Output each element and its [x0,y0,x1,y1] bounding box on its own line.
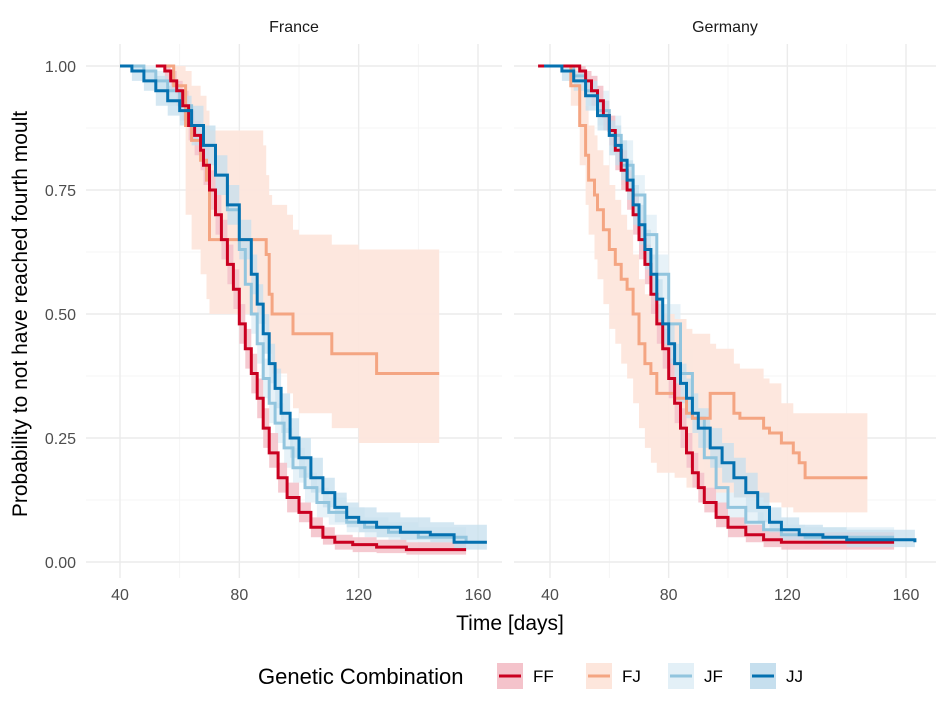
y-tick-label: 0.50 [45,307,76,324]
legend-label: FF [533,667,554,686]
survival-line-ff [538,64,895,544]
confidence-band-fj [561,66,868,513]
survival-line-jf [538,64,895,539]
y-tick-label: 0.75 [45,183,76,200]
x-tick-label: 40 [541,587,559,604]
legend-label: JJ [786,667,803,686]
x-tick-label: 160 [465,587,492,604]
legend-item-ff: FF [497,663,554,689]
legend-label: JF [704,667,723,686]
confidence-band-jj [544,66,915,548]
legend-title: Genetic Combination [258,664,463,689]
x-tick-label: 80 [230,587,248,604]
x-tick-label: 120 [345,587,372,604]
y-tick-label: 0.25 [45,431,76,448]
confidence-band-jj [120,66,487,550]
x-tick-label: 160 [893,587,920,604]
panel-germany: Germany 40 80 120 160 [514,19,936,604]
legend-item-jj: JJ [750,663,803,689]
panel-france: France 40 80 120 160 0.00 0.25 0.50 0.75 1.00 [45,19,502,604]
x-tick-label: 80 [660,587,678,604]
y-tick-label: 1.00 [45,59,76,76]
confidence-band-fj [164,66,440,443]
legend-item-jf: JF [668,663,723,689]
x-axis-title: Time [days] [456,612,564,635]
y-axis-title: Probability to not have reached fourth m… [9,111,32,517]
survival-line-jj [544,64,917,543]
legend-label: FJ [622,667,641,686]
panel-title: France [269,19,319,36]
x-tick-label: 120 [774,587,801,604]
survival-line-fj [561,64,868,480]
x-tick-label: 40 [111,587,129,604]
legend: Genetic Combination FF FJ JF JJ [258,663,803,689]
survival-line-ff [155,64,467,552]
survival-line-jj [120,64,487,544]
legend-item-fj: FJ [586,663,641,689]
y-tick-label: 0.00 [45,555,76,572]
panel-title: Germany [692,19,758,36]
